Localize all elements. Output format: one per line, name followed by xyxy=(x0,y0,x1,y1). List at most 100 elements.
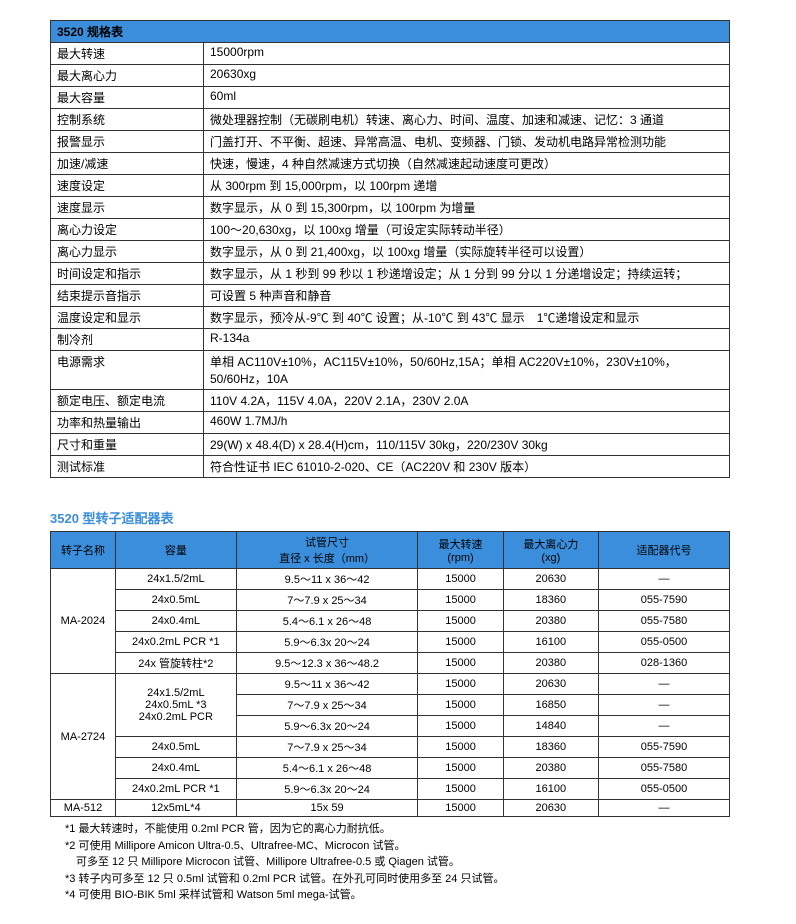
footnotes: *1 最大转速时，不能使用 0.2ml PCR 管，因为它的离心力耐抗低。*2 … xyxy=(65,821,776,904)
rotor-capacity: 24x0.2mL PCR *1 xyxy=(115,779,236,800)
rotor-h-adapter: 适配器代号 xyxy=(599,532,730,569)
rotor-xg: 18360 xyxy=(503,590,598,611)
rotor-rpm: 15000 xyxy=(418,800,503,817)
spec-row: 速度设定从 300rpm 到 15,000rpm，以 100rpm 递增 xyxy=(51,175,730,197)
spec-row: 最大转速15000rpm xyxy=(51,43,730,65)
spec-label: 最大容量 xyxy=(51,87,204,109)
spec-value: 可设置 5 种声音和静音 xyxy=(204,285,730,307)
spec-row: 最大离心力20630xg xyxy=(51,65,730,87)
spec-label: 功率和热量输出 xyxy=(51,412,204,434)
rotor-h-dim: 试管尺寸直径 x 长度（mm） xyxy=(236,532,418,569)
rotor-dim: 15x 59 xyxy=(236,800,418,817)
rotor-row: 24x0.5mL7～7.9 x 25～341500018360055-7590 xyxy=(51,590,730,611)
rotor-xg: 20630 xyxy=(503,674,598,695)
spec-row: 测试标准符合性证书 IEC 61010-2-020、CE（AC220V 和 23… xyxy=(51,456,730,478)
rotor-name: MA-2024 xyxy=(51,569,116,674)
rotor-rpm: 15000 xyxy=(418,737,503,758)
rotor-adapter: — xyxy=(599,569,730,590)
spec-row: 尺寸和重量29(W) x 48.4(D) x 28.4(H)cm，110/115… xyxy=(51,434,730,456)
spec-header: 3520 规格表 xyxy=(51,21,730,43)
spec-label: 离心力显示 xyxy=(51,241,204,263)
rotor-capacity: 24x0.5mL xyxy=(115,737,236,758)
rotor-xg: 20630 xyxy=(503,569,598,590)
rotor-rpm: 15000 xyxy=(418,779,503,800)
rotor-row: 24x0.4mL5.4～6.1 x 26～481500020380055-758… xyxy=(51,611,730,632)
rotor-rpm: 15000 xyxy=(418,674,503,695)
spec-label: 尺寸和重量 xyxy=(51,434,204,456)
spec-row: 最大容量60ml xyxy=(51,87,730,109)
rotor-row: 24x0.4mL5.4～6.1 x 26～481500020380055-758… xyxy=(51,758,730,779)
spec-label: 控制系统 xyxy=(51,109,204,131)
footnote-line: *2 可使用 Millipore Amicon Ultra-0.5、Ultraf… xyxy=(65,838,776,855)
rotor-row: MA-51212x5mL*415x 591500020630— xyxy=(51,800,730,817)
spec-label: 结束提示音指示 xyxy=(51,285,204,307)
spec-row: 加速/减速快速，慢速，4 种自然减速方式切换（自然减速起动速度可更改） xyxy=(51,153,730,175)
spec-value: 60ml xyxy=(204,87,730,109)
spec-row: 功率和热量输出460W 1.7MJ/h xyxy=(51,412,730,434)
rotor-adapter: 055-7580 xyxy=(599,611,730,632)
rotor-dim: 5.9～6.3x 20～24 xyxy=(236,779,418,800)
rotor-capacity: 24x 管旋转柱*2 xyxy=(115,653,236,674)
spec-value: 460W 1.7MJ/h xyxy=(204,412,730,434)
rotor-rpm: 15000 xyxy=(418,653,503,674)
rotor-adapter: 028-1360 xyxy=(599,653,730,674)
rotor-adapter: — xyxy=(599,800,730,817)
footnote-line: 可多至 12 只 Millipore Microcon 试管、Millipore… xyxy=(65,854,776,871)
spec-row: 离心力设定100～20,630xg，以 100xg 增量（可设定实际转动半径） xyxy=(51,219,730,241)
rotor-rpm: 15000 xyxy=(418,758,503,779)
rotor-adapter: — xyxy=(599,695,730,716)
spec-value: 100～20,630xg，以 100xg 增量（可设定实际转动半径） xyxy=(204,219,730,241)
rotor-header-row: 转子名称 容量 试管尺寸直径 x 长度（mm） 最大转速(rpm) 最大离心力(… xyxy=(51,532,730,569)
spec-label: 最大转速 xyxy=(51,43,204,65)
rotor-dim: 5.4～6.1 x 26～48 xyxy=(236,758,418,779)
rotor-h-cap: 容量 xyxy=(115,532,236,569)
spec-label: 时间设定和指示 xyxy=(51,263,204,285)
rotor-xg: 16850 xyxy=(503,695,598,716)
spec-label: 额定电压、额定电流 xyxy=(51,390,204,412)
spec-value: 单相 AC110V±10%，AC115V±10%，50/60Hz,15A；单相 … xyxy=(204,351,730,390)
rotor-table: 转子名称 容量 试管尺寸直径 x 长度（mm） 最大转速(rpm) 最大离心力(… xyxy=(50,531,730,817)
rotor-xg: 14840 xyxy=(503,716,598,737)
rotor-capacity: 24x0.5mL xyxy=(115,590,236,611)
rotor-dim: 7～7.9 x 25～34 xyxy=(236,590,418,611)
rotor-rpm: 15000 xyxy=(418,716,503,737)
rotor-section-title: 3520 型转子适配器表 xyxy=(50,508,776,527)
spec-value: 15000rpm xyxy=(204,43,730,65)
rotor-dim: 9.5～11 x 36～42 xyxy=(236,674,418,695)
spec-label: 速度设定 xyxy=(51,175,204,197)
rotor-name: MA-2724 xyxy=(51,674,116,800)
rotor-xg: 16100 xyxy=(503,632,598,653)
spec-label: 速度显示 xyxy=(51,197,204,219)
spec-value: 符合性证书 IEC 61010-2-020、CE（AC220V 和 230V 版… xyxy=(204,456,730,478)
spec-label: 加速/减速 xyxy=(51,153,204,175)
rotor-adapter: 055-7580 xyxy=(599,758,730,779)
rotor-xg: 20380 xyxy=(503,653,598,674)
rotor-adapter: 055-7590 xyxy=(599,737,730,758)
spec-row: 电源需求单相 AC110V±10%，AC115V±10%，50/60Hz,15A… xyxy=(51,351,730,390)
spec-value: R-134a xyxy=(204,329,730,351)
rotor-capacity: 24x1.5/2mL xyxy=(115,569,236,590)
spec-value: 数字显示，预冷从-9℃ 到 40℃ 设置；从-10℃ 到 43℃ 显示 1℃递增… xyxy=(204,307,730,329)
footnote-line: *4 可使用 BIO-BIK 5ml 采样试管和 Watson 5ml mega… xyxy=(65,887,776,904)
rotor-dim: 5.9～6.3x 20～24 xyxy=(236,716,418,737)
spec-value: 数字显示，从 0 到 15,300rpm，以 100rpm 为增量 xyxy=(204,197,730,219)
spec-row: 离心力显示数字显示，从 0 到 21,400xg，以 100xg 增量（实际旋转… xyxy=(51,241,730,263)
rotor-row: 24x0.2mL PCR *15.9～6.3x 20～2415000161000… xyxy=(51,632,730,653)
rotor-row: 24x 管旋转柱*29.5～12.3 x 36～48.2150002038002… xyxy=(51,653,730,674)
spec-value: 29(W) x 48.4(D) x 28.4(H)cm，110/115V 30k… xyxy=(204,434,730,456)
spec-label: 测试标准 xyxy=(51,456,204,478)
spec-row: 报警显示门盖打开、不平衡、超速、异常高温、电机、变频器、门锁、发动机电路异常检测… xyxy=(51,131,730,153)
spec-value: 微处理器控制（无碳刷电机）转速、离心力、时间、温度、加速和减速、记忆：3 通道 xyxy=(204,109,730,131)
rotor-capacity: 24x0.2mL PCR *1 xyxy=(115,632,236,653)
rotor-dim: 9.5～11 x 36～42 xyxy=(236,569,418,590)
rotor-xg: 20630 xyxy=(503,800,598,817)
rotor-h-rpm: 最大转速(rpm) xyxy=(418,532,503,569)
rotor-adapter: 055-0500 xyxy=(599,779,730,800)
rotor-h-name: 转子名称 xyxy=(51,532,116,569)
rotor-rpm: 15000 xyxy=(418,569,503,590)
spec-label: 报警显示 xyxy=(51,131,204,153)
spec-label: 温度设定和显示 xyxy=(51,307,204,329)
rotor-capacity: 24x0.4mL xyxy=(115,611,236,632)
rotor-dim: 7～7.9 x 25～34 xyxy=(236,737,418,758)
spec-label: 制冷剂 xyxy=(51,329,204,351)
